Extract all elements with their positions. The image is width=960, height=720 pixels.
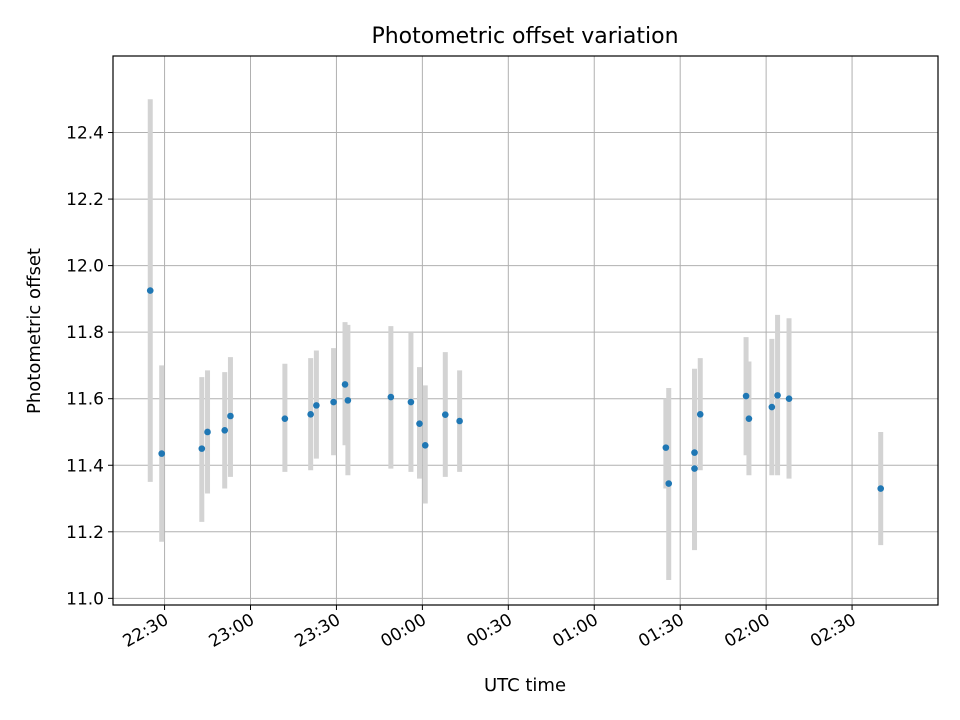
data-point [691,465,698,472]
y-tick-label: 11.0 [66,589,104,609]
data-point [416,420,423,427]
data-point [281,415,289,422]
data-point [877,485,885,492]
data-point [768,403,776,411]
y-axis-ticks: 11.0 11.2 11.4 11.6 11.8 12.0 12.2 12.4 [66,124,113,609]
data-point [158,450,165,457]
data-point [665,480,673,487]
data-point [785,395,793,403]
data-point [204,428,211,436]
data-point [313,402,320,409]
chart-title: Photometric offset variation [371,24,678,49]
y-tick-label: 12.2 [66,190,104,210]
data-point [696,411,704,418]
data-point [387,393,395,401]
y-tick-label: 12.0 [66,257,104,277]
data-point [691,449,698,456]
y-axis-label: Photometric offset [24,248,45,414]
data-point [407,398,415,406]
data-point [662,444,670,451]
data-point [198,445,206,452]
data-point [421,441,429,449]
plot-frame [112,55,939,606]
data-point [227,412,234,420]
x-axis-label: UTC time [484,675,566,696]
data-point [745,415,753,422]
y-tick-label: 11.2 [66,523,104,543]
data-point [774,392,781,399]
y-tick-label: 12.4 [66,124,104,144]
data-point [307,411,314,418]
y-tick-label: 11.8 [66,323,104,343]
data-point [456,417,463,425]
y-tick-label: 11.4 [66,456,104,476]
data-point [330,398,337,406]
data-points [146,287,885,492]
data-point [341,381,349,388]
y-tick-label: 11.6 [66,390,104,410]
data-point [146,287,154,294]
data-point [221,427,229,434]
data-point [441,411,449,418]
data-point [742,392,750,400]
data-point [344,397,352,404]
grid-lines [113,56,938,605]
